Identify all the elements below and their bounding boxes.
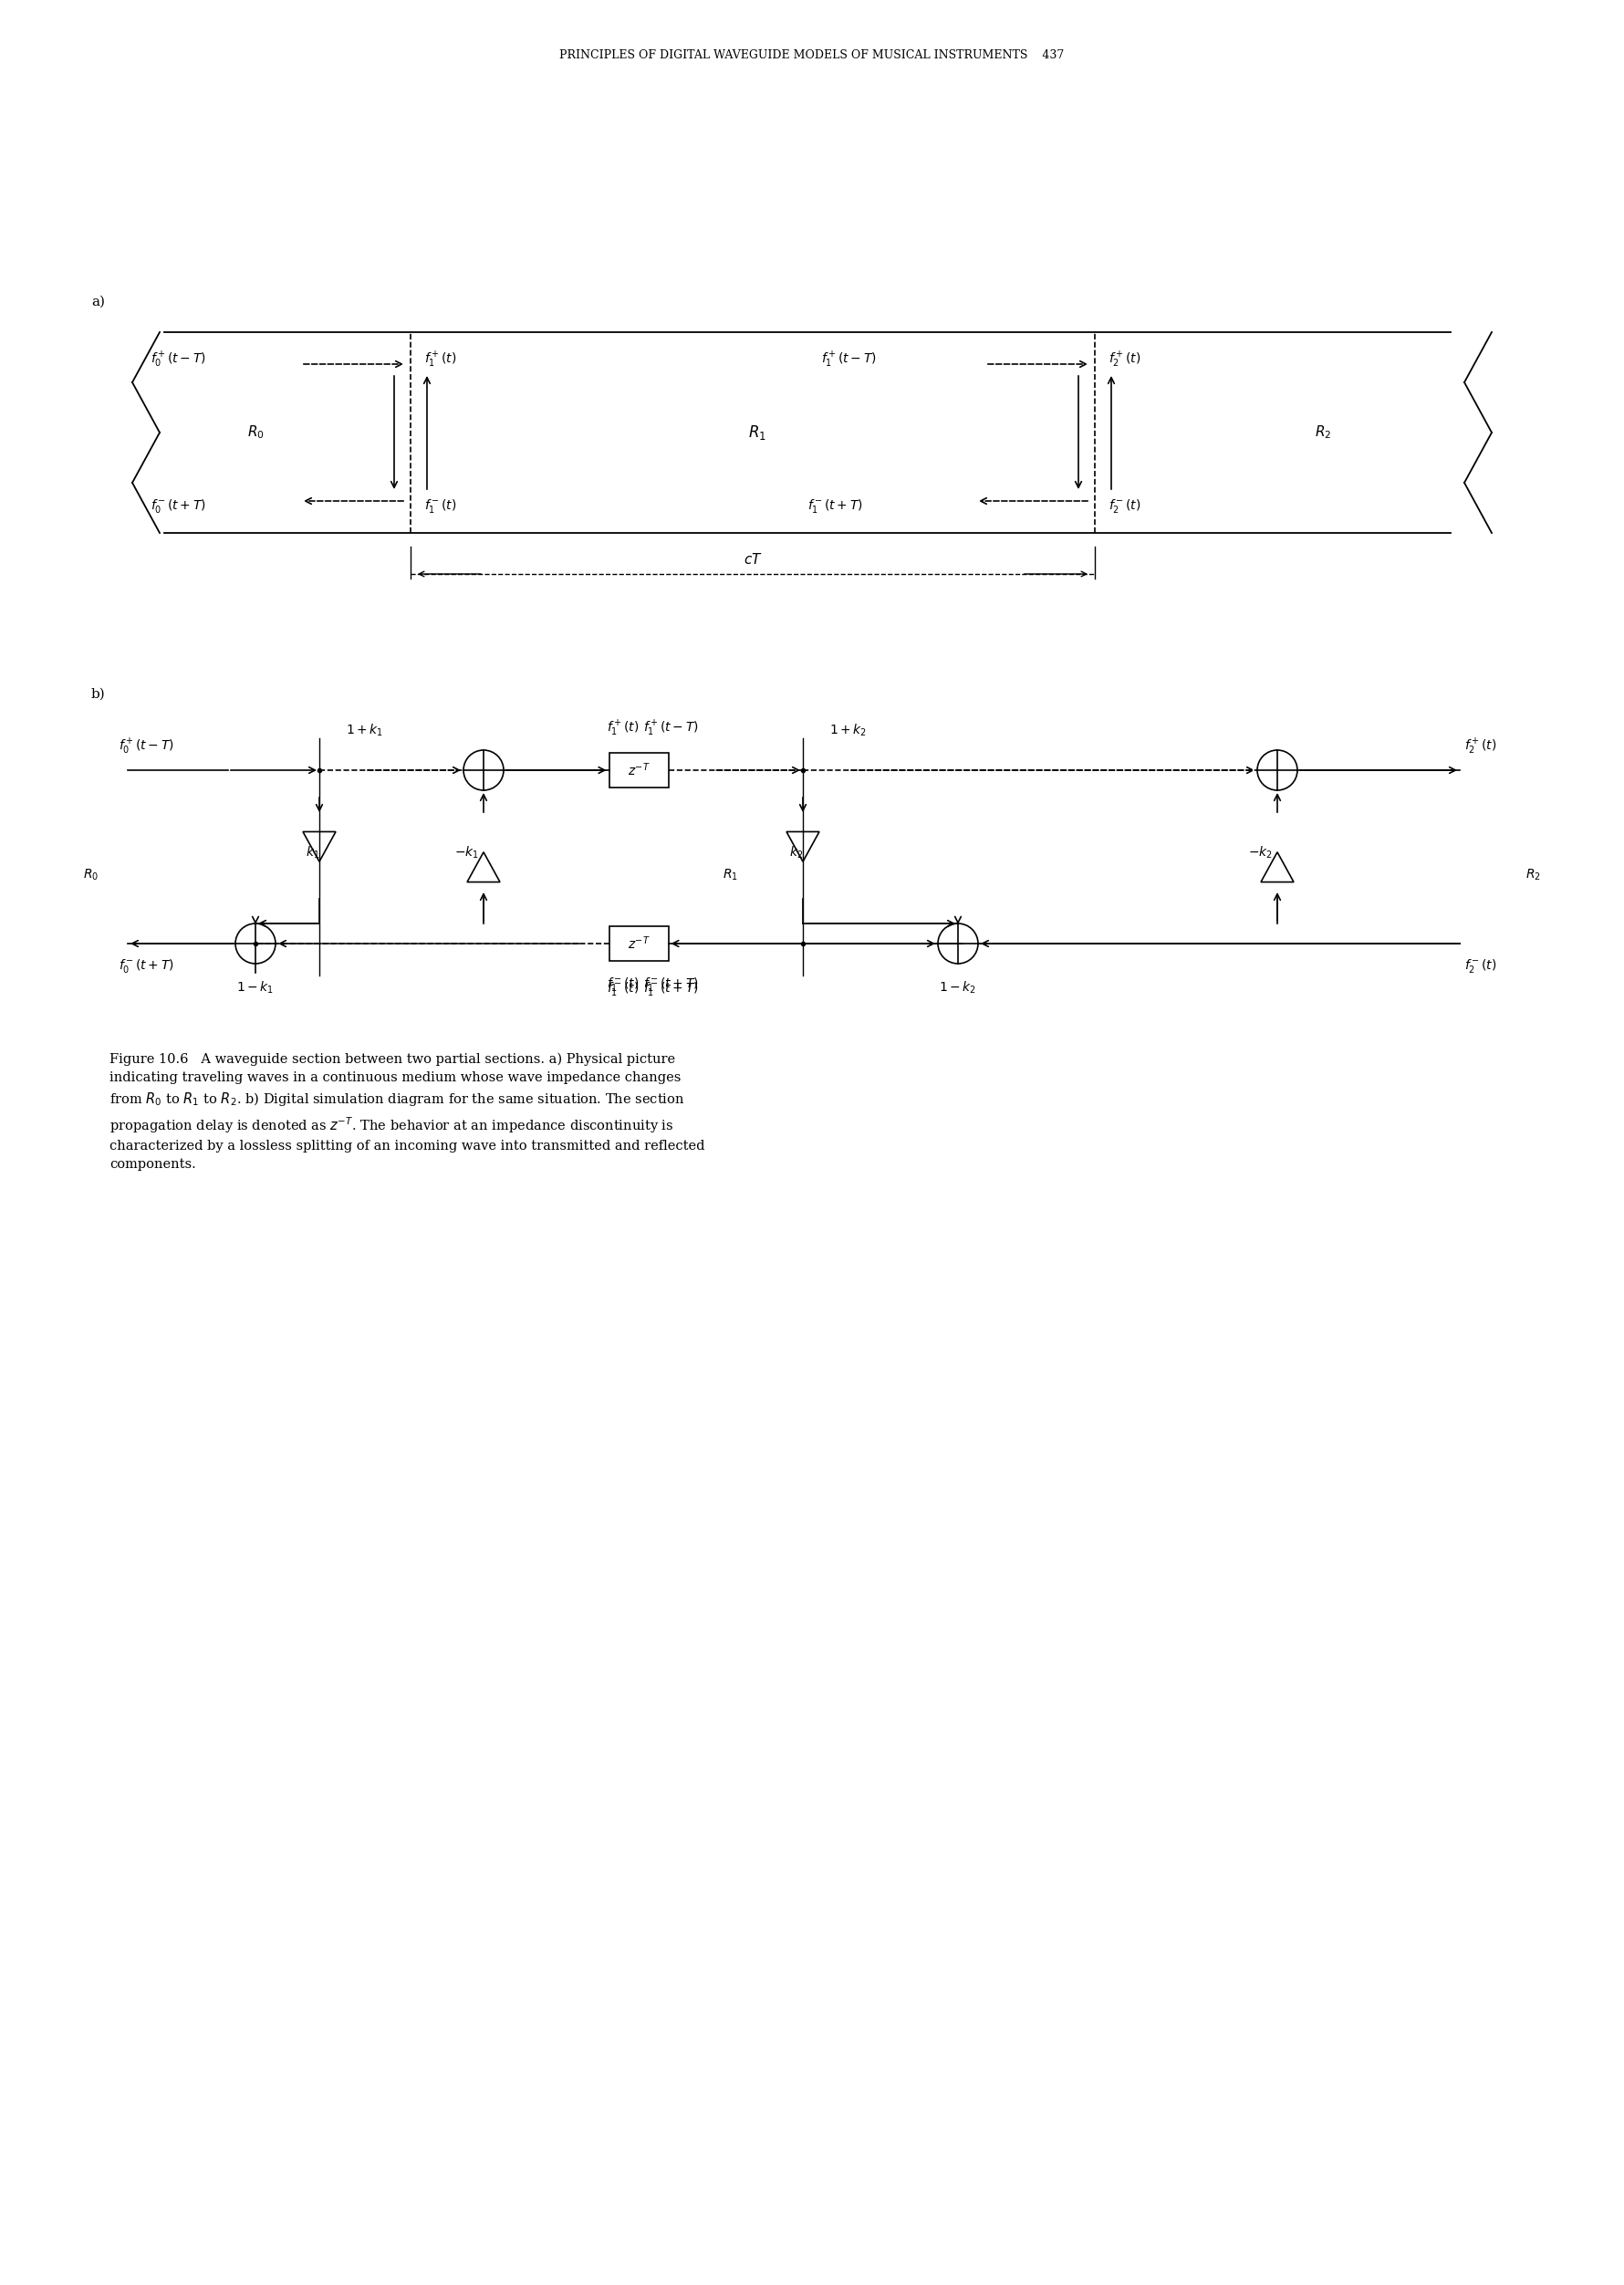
Text: $f_1^-(t)$: $f_1^-(t)$ [606,980,638,999]
Text: $k_2$: $k_2$ [789,845,802,859]
Text: $k_1$: $k_1$ [305,845,320,859]
Text: $R_2$: $R_2$ [1525,868,1540,882]
Text: $-k_2$: $-k_2$ [1247,845,1272,859]
Text: $f_0^+(t-T)$: $f_0^+(t-T)$ [151,350,206,370]
Text: $f_0^-(t+T)$: $f_0^-(t+T)$ [119,957,174,976]
Text: $f_1^-(t)$: $f_1^-(t)$ [424,496,456,514]
Text: a): a) [91,295,106,308]
Text: $R_1$: $R_1$ [747,423,767,441]
Text: $f_1^+(t)$: $f_1^+(t)$ [606,720,638,738]
Text: Figure 10.6   A waveguide section between two partial sections. a) Physical pict: Figure 10.6 A waveguide section between … [109,1053,705,1170]
Text: $R_0$: $R_0$ [83,868,99,882]
Text: $f_0^-(t+T)$: $f_0^-(t+T)$ [151,496,206,514]
Text: b): b) [91,688,106,701]
Text: $-k_1$: $-k_1$ [455,845,479,859]
Text: PRINCIPLES OF DIGITAL WAVEGUIDE MODELS OF MUSICAL INSTRUMENTS    437: PRINCIPLES OF DIGITAL WAVEGUIDE MODELS O… [559,50,1064,62]
Text: $1-k_1$: $1-k_1$ [237,980,274,996]
Text: $f_1^+(t)$: $f_1^+(t)$ [424,350,456,370]
Text: $f_1^+(t-T)$: $f_1^+(t-T)$ [643,720,698,738]
Text: $f_1^+(t-T)$: $f_1^+(t-T)$ [820,350,875,370]
Text: $f_1^-(t)$: $f_1^-(t)$ [606,976,638,994]
Text: $z^{-T}$: $z^{-T}$ [627,761,650,779]
Text: $f_1^-(t+T)$: $f_1^-(t+T)$ [643,980,698,999]
Text: $R_2$: $R_2$ [1314,425,1330,441]
Text: $R_1$: $R_1$ [721,868,737,882]
Text: $f_0^+(t-T)$: $f_0^+(t-T)$ [119,738,174,756]
Text: $1-k_2$: $1-k_2$ [939,980,976,996]
Text: $f_2^+(t)$: $f_2^+(t)$ [1463,738,1496,756]
Text: $f_2^-(t)$: $f_2^-(t)$ [1108,496,1140,514]
Text: $1+k_1$: $1+k_1$ [346,722,383,738]
Text: $1+k_2$: $1+k_2$ [830,722,867,738]
Text: $z^{-T}$: $z^{-T}$ [627,935,650,953]
Text: $f_2^+(t)$: $f_2^+(t)$ [1108,350,1140,370]
Text: $R_0$: $R_0$ [247,425,263,441]
Text: $f_1^-(t+T)$: $f_1^-(t+T)$ [807,496,862,514]
Text: $cT$: $cT$ [742,553,762,567]
Text: $f_2^-(t)$: $f_2^-(t)$ [1463,957,1496,976]
Text: $f_1^-(t+T)$: $f_1^-(t+T)$ [643,976,698,994]
